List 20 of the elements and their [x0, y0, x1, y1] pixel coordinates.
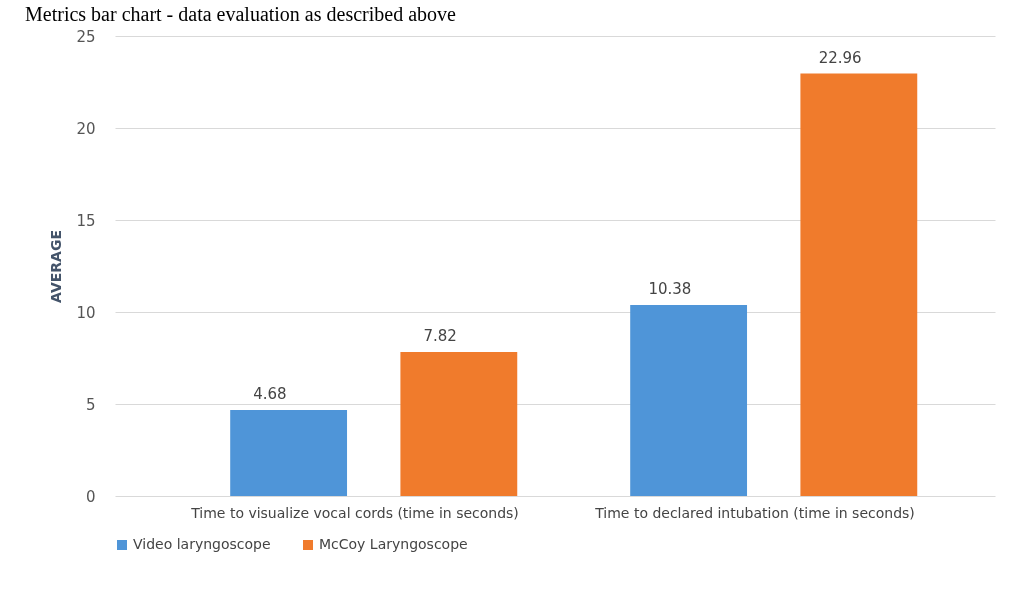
y-tick-label: 0: [85, 487, 96, 506]
x-tick-label: Time to declared intubation (time in seconds): [594, 504, 915, 521]
y-tick-label: 25: [76, 27, 96, 46]
legend-label: McCoy Laryngoscope: [319, 536, 468, 552]
x-tick-label: Time to visualize vocal cords (time in seconds): [190, 504, 519, 521]
data-label: 10.38: [648, 280, 692, 299]
y-tick-label: 5: [85, 395, 96, 414]
y-tick-label: 20: [76, 119, 96, 138]
y-tick-label: 15: [76, 211, 96, 230]
y-tick-label: 10: [76, 303, 96, 322]
bar: [230, 409, 348, 496]
bar: [400, 352, 518, 496]
chart-title: Metrics bar chart - data evaluation as described above: [25, 3, 457, 25]
legend-label: Video laryngoscope: [133, 536, 271, 552]
data-label: 7.82: [423, 327, 457, 346]
bar: [800, 73, 918, 496]
bar: [630, 305, 748, 496]
data-label: 22.96: [818, 48, 862, 67]
y-axis-title: AVERAGE: [48, 230, 65, 303]
data-label: 4.68: [253, 384, 287, 403]
